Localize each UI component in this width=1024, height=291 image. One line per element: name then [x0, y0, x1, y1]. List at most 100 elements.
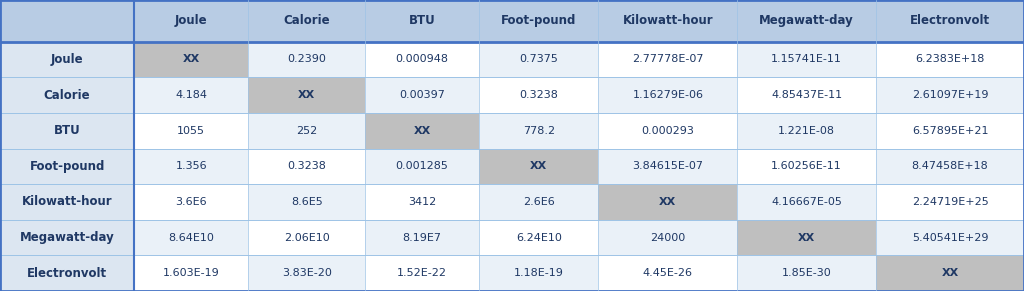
Text: Electronvolt: Electronvolt	[27, 267, 108, 280]
Bar	[737, 113, 877, 148]
Text: BTU: BTU	[53, 124, 81, 137]
Text: 1.52E-22: 1.52E-22	[397, 268, 447, 278]
Bar	[877, 113, 1024, 148]
Bar	[737, 220, 877, 255]
Text: 1055: 1055	[177, 126, 205, 136]
Bar	[877, 255, 1024, 291]
Bar	[366, 0, 479, 42]
Bar	[0, 42, 134, 77]
Text: 0.3238: 0.3238	[287, 161, 326, 171]
Text: Calorie: Calorie	[284, 14, 330, 27]
Text: Joule: Joule	[175, 14, 208, 27]
Bar	[479, 184, 598, 220]
Bar	[598, 255, 737, 291]
Bar	[134, 148, 248, 184]
Bar	[134, 184, 248, 220]
Text: Megawatt-day: Megawatt-day	[19, 231, 115, 244]
Text: 778.2: 778.2	[522, 126, 555, 136]
Bar	[877, 184, 1024, 220]
Bar	[248, 148, 366, 184]
Bar	[598, 77, 737, 113]
Text: 0.7375: 0.7375	[519, 54, 558, 65]
Text: 0.000293: 0.000293	[641, 126, 694, 136]
Text: 3412: 3412	[408, 197, 436, 207]
Bar	[134, 113, 248, 148]
Text: 6.24E10: 6.24E10	[516, 233, 562, 243]
Bar	[479, 42, 598, 77]
Text: 0.3238: 0.3238	[519, 90, 558, 100]
Bar	[479, 77, 598, 113]
Bar	[737, 255, 877, 291]
Text: 0.00397: 0.00397	[399, 90, 445, 100]
Text: 0.000948: 0.000948	[395, 54, 449, 65]
Text: Kilowatt-hour: Kilowatt-hour	[22, 196, 113, 208]
Bar	[134, 255, 248, 291]
Text: BTU: BTU	[409, 14, 435, 27]
Text: Electronvolt: Electronvolt	[910, 14, 990, 27]
Bar	[877, 77, 1024, 113]
Bar	[248, 0, 366, 42]
Bar	[737, 148, 877, 184]
Bar	[248, 255, 366, 291]
Bar	[0, 184, 134, 220]
Text: 1.603E-19: 1.603E-19	[163, 268, 219, 278]
Text: 252: 252	[296, 126, 317, 136]
Text: 4.85437E-11: 4.85437E-11	[771, 90, 843, 100]
Text: 2.6E6: 2.6E6	[523, 197, 555, 207]
Bar	[479, 113, 598, 148]
Text: 3.6E6: 3.6E6	[175, 197, 207, 207]
Bar	[598, 0, 737, 42]
Bar	[598, 113, 737, 148]
Text: 0.001285: 0.001285	[395, 161, 449, 171]
Bar	[248, 42, 366, 77]
Text: Kilowatt-hour: Kilowatt-hour	[623, 14, 713, 27]
Text: 2.06E10: 2.06E10	[284, 233, 330, 243]
Bar	[0, 255, 134, 291]
Bar	[366, 77, 479, 113]
Text: 6.2383E+18: 6.2383E+18	[915, 54, 985, 65]
Text: Foot-pound: Foot-pound	[30, 160, 104, 173]
Bar	[366, 220, 479, 255]
Text: 6.57895E+21: 6.57895E+21	[911, 126, 988, 136]
Bar	[248, 184, 366, 220]
Text: XX: XX	[182, 54, 200, 65]
Bar	[877, 148, 1024, 184]
Bar	[0, 0, 134, 42]
Bar	[134, 42, 248, 77]
Text: 0.2390: 0.2390	[287, 54, 326, 65]
Bar	[366, 113, 479, 148]
Text: 4.45E-26: 4.45E-26	[643, 268, 693, 278]
Text: 1.221E-08: 1.221E-08	[778, 126, 836, 136]
Text: 1.16279E-06: 1.16279E-06	[633, 90, 703, 100]
Text: 8.64E10: 8.64E10	[168, 233, 214, 243]
Bar	[737, 184, 877, 220]
Text: XX: XX	[414, 126, 431, 136]
Text: 1.85E-30: 1.85E-30	[781, 268, 831, 278]
Bar	[479, 255, 598, 291]
Text: 2.24719E+25: 2.24719E+25	[911, 197, 988, 207]
Text: XX: XX	[659, 197, 677, 207]
Bar	[134, 0, 248, 42]
Bar	[0, 220, 134, 255]
Text: 2.77778E-07: 2.77778E-07	[632, 54, 703, 65]
Text: Calorie: Calorie	[44, 88, 90, 102]
Bar	[248, 77, 366, 113]
Bar	[0, 77, 134, 113]
Bar	[134, 220, 248, 255]
Text: 24000: 24000	[650, 233, 685, 243]
Bar	[737, 77, 877, 113]
Text: XX: XX	[298, 90, 315, 100]
Bar	[877, 42, 1024, 77]
Text: 5.40541E+29: 5.40541E+29	[911, 233, 988, 243]
Bar	[248, 220, 366, 255]
Text: 4.16667E-05: 4.16667E-05	[771, 197, 842, 207]
Text: 1.60256E-11: 1.60256E-11	[771, 161, 842, 171]
Text: 1.18E-19: 1.18E-19	[514, 268, 563, 278]
Bar	[366, 184, 479, 220]
Bar	[598, 42, 737, 77]
Text: 1.15741E-11: 1.15741E-11	[771, 54, 842, 65]
Text: 3.83E-20: 3.83E-20	[282, 268, 332, 278]
Text: 1.356: 1.356	[175, 161, 207, 171]
Bar	[737, 0, 877, 42]
Bar	[366, 148, 479, 184]
